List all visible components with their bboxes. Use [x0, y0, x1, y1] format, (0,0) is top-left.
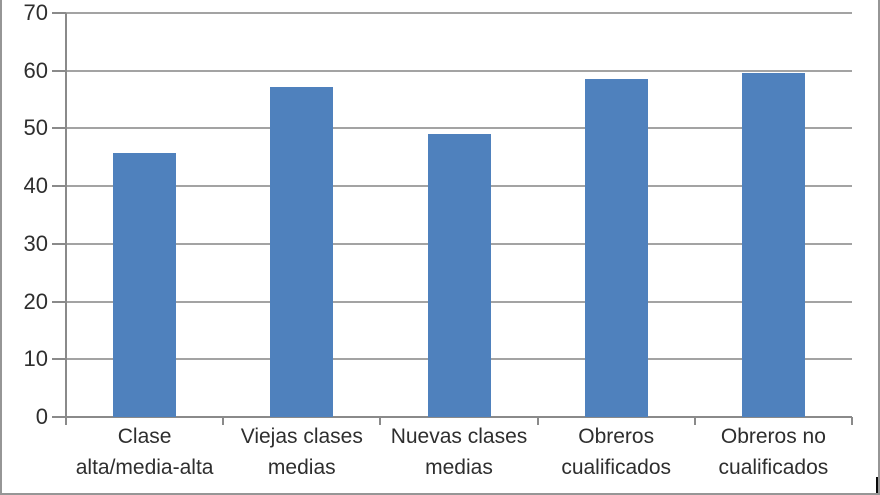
y-tick-40 — [52, 185, 66, 188]
x-tick-0 — [65, 417, 67, 425]
bar-3 — [427, 134, 491, 417]
category-label-4: Obreros cualificados — [538, 417, 695, 483]
y-tick-50 — [52, 127, 66, 130]
x-tick-3 — [536, 417, 539, 425]
x-tick-2 — [379, 417, 382, 425]
y-tick-30 — [52, 242, 66, 245]
y-tick-label-0: 0 — [35, 404, 48, 429]
gridline-60 — [66, 69, 852, 72]
x-tick-5 — [851, 417, 853, 425]
category-label-2: Viejas clases medias — [223, 417, 380, 483]
y-tick-label-10: 10 — [23, 346, 48, 372]
x-tick-4 — [693, 417, 696, 425]
category-label-line: Obreros — [578, 425, 655, 448]
y-tick-label-30: 30 — [23, 230, 48, 256]
category-label-line: alta/media-alta — [75, 456, 214, 479]
category-label-line: medias — [425, 456, 493, 479]
y-tick-0 — [52, 416, 66, 418]
category-label-3: Nuevas clases medias — [380, 417, 537, 483]
bar-5 — [741, 73, 805, 417]
bar-1 — [113, 152, 177, 417]
y-tick-70 — [52, 12, 66, 14]
bar-4 — [584, 78, 648, 417]
category-label-line: Clase — [117, 425, 172, 448]
y-tick-60 — [52, 69, 66, 72]
y-tick-label-20: 20 — [23, 288, 48, 314]
bar-2 — [270, 86, 334, 417]
x-axis-line — [66, 416, 852, 418]
x-tick-1 — [222, 417, 225, 425]
category-label-line: Viejas clases — [240, 425, 363, 448]
bottom-right-artifact — [876, 477, 878, 493]
gridline-70 — [66, 12, 852, 14]
category-label-line: cualificados — [718, 456, 829, 479]
category-label-line: medias — [267, 456, 336, 479]
gridline-50 — [66, 127, 852, 130]
category-label-line: Nuevas clases — [390, 425, 528, 448]
category-label-1: Clase alta/media-alta — [66, 417, 223, 483]
y-tick-label-40: 40 — [23, 173, 48, 199]
y-tick-label-60: 60 — [23, 57, 48, 83]
y-tick-10 — [52, 358, 66, 361]
category-label-line: cualificados — [561, 456, 672, 479]
y-tick-label-50: 50 — [23, 115, 48, 141]
y-axis-line — [65, 13, 67, 425]
category-label-line: Obreros no — [720, 425, 826, 448]
y-tick-20 — [52, 300, 66, 303]
category-label-5: Obreros no cualificados — [695, 417, 852, 483]
y-tick-label-70: 70 — [23, 0, 48, 25]
